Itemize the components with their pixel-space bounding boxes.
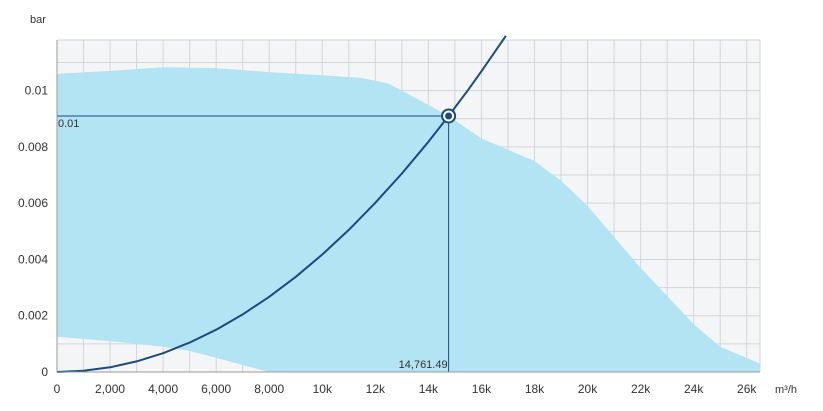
x-tick-label: 16k — [472, 382, 492, 396]
x-tick-label: 8,000 — [254, 382, 284, 396]
x-axis-unit-label: m³/h — [775, 384, 797, 396]
system-curve — [56, 35, 507, 373]
x-tick-label: 12k — [366, 382, 386, 396]
system-curve-layer — [56, 35, 507, 373]
y-tick-label: 0.006 — [18, 196, 48, 210]
y-tick-label: 0.002 — [18, 309, 48, 323]
y-tick-label: 0.008 — [18, 140, 48, 154]
x-tick-label: 4,000 — [148, 382, 178, 396]
y-axis-tick-labels: 0 0.002 0.004 0.006 0.008 0.01 — [18, 84, 48, 379]
y-tick-label: 0.01 — [25, 84, 49, 98]
y-tick-label: 0 — [41, 365, 48, 379]
x-tick-label: 2,000 — [95, 382, 125, 396]
x-tick-label: 14k — [419, 382, 439, 396]
operating-point-x-label: 14,761.49 — [399, 359, 448, 371]
operating-point-marker — [445, 112, 453, 120]
x-axis-tick-labels: 0 2,000 4,000 6,000 8,000 10k 12k 14k 16k 18k 20k 2… — [54, 382, 758, 396]
axes — [56, 40, 760, 373]
x-tick-label: 6,000 — [201, 382, 231, 396]
x-tick-label: 20k — [578, 382, 598, 396]
operating-point-layer — [441, 108, 457, 124]
y-axis-unit-label: bar — [30, 14, 46, 26]
operating-range-area — [57, 67, 760, 373]
x-tick-label: 26k — [737, 382, 757, 396]
operating-range-area-layer — [57, 67, 760, 373]
y-tick-label: 0.004 — [18, 252, 48, 266]
operating-point-y-label: 0.01 — [58, 118, 79, 130]
x-tick-label: 24k — [684, 382, 704, 396]
x-tick-label: 18k — [525, 382, 545, 396]
x-tick-label: 10k — [313, 382, 333, 396]
operating-point-guides: 0.01 14,761.49 — [57, 115, 450, 372]
x-tick-label: 0 — [54, 382, 61, 396]
x-tick-label: 22k — [631, 382, 651, 396]
